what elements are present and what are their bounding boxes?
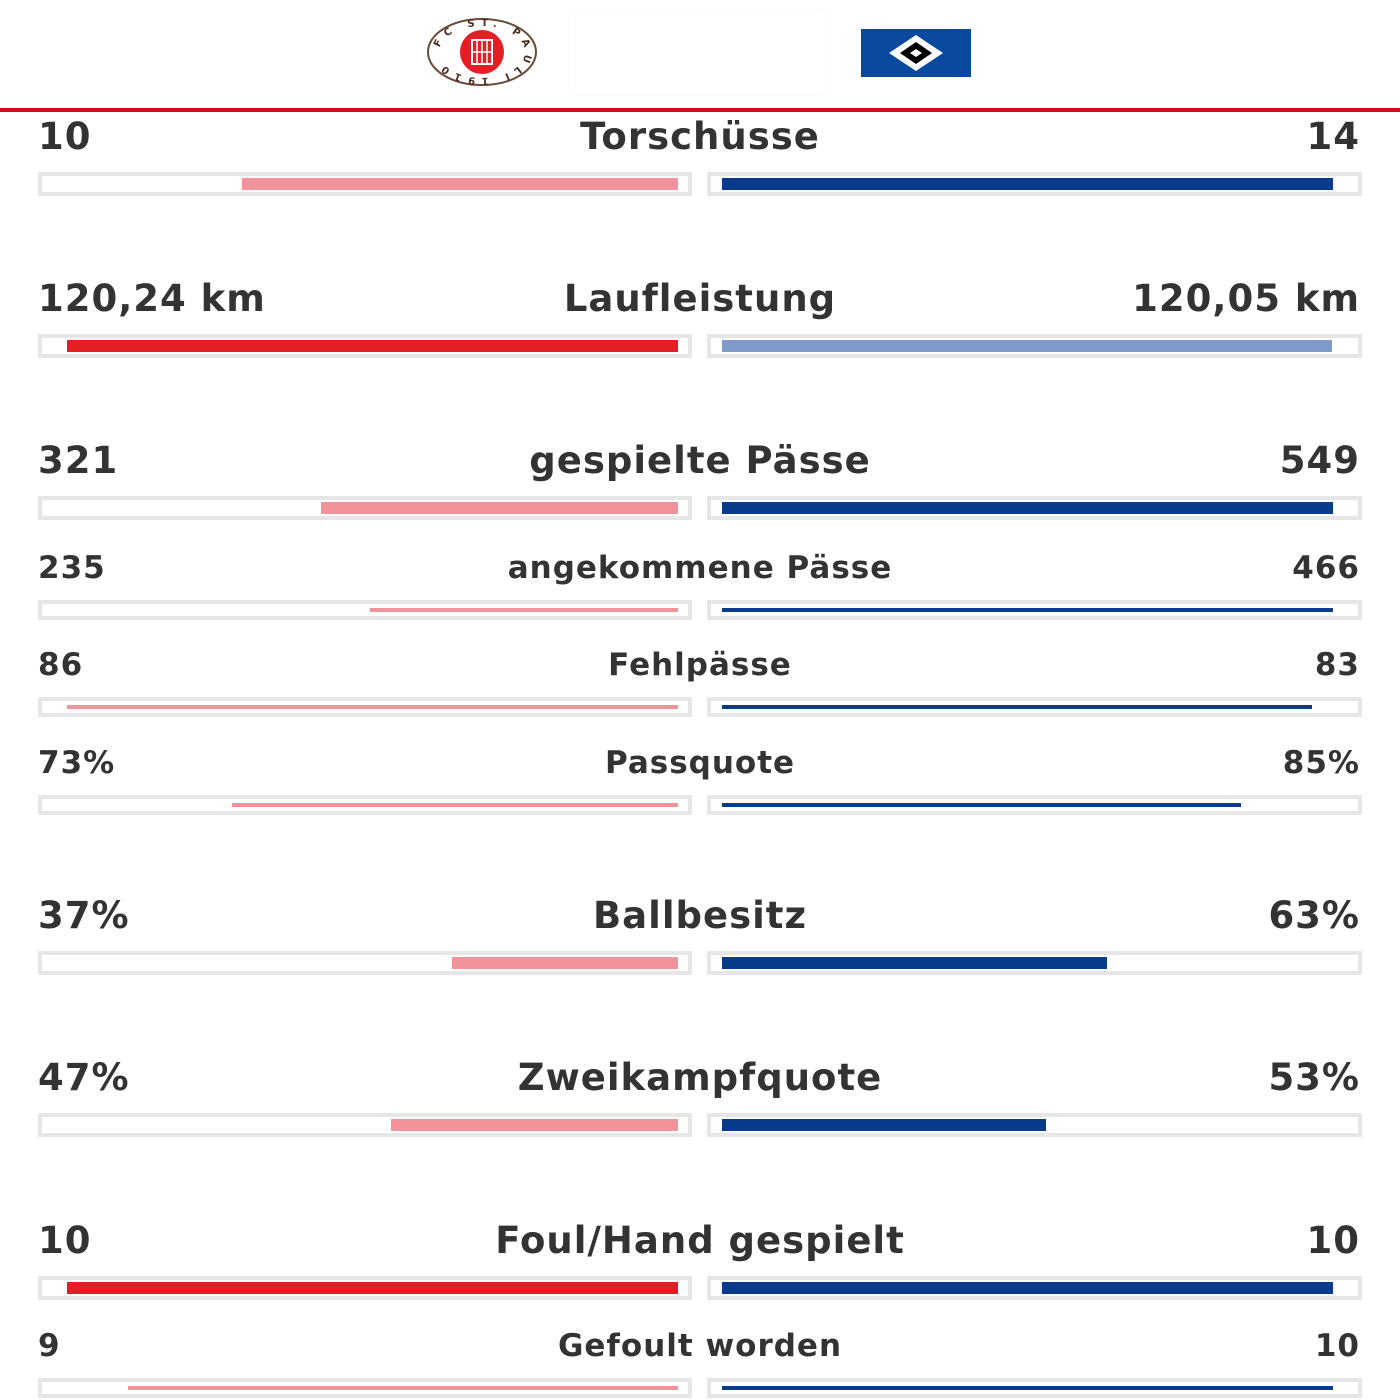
away-bar-fill	[722, 957, 1107, 969]
away-bar-fill	[722, 608, 1333, 612]
away-bar-track	[707, 1276, 1362, 1300]
away-bar-fill	[722, 803, 1242, 807]
home-value: 10	[38, 1219, 92, 1262]
stat-label: Torschüsse	[580, 115, 820, 158]
away-bar-fill	[722, 1119, 1046, 1131]
away-value: 120,05 km	[1132, 277, 1360, 320]
away-bar-track	[707, 172, 1362, 196]
match-header: FC ST. PAULI 1910	[0, 0, 1400, 110]
home-bar-fill	[128, 1386, 678, 1390]
home-value: 9	[38, 1328, 61, 1364]
away-bar-track	[707, 951, 1362, 975]
home-value: 73%	[38, 745, 116, 781]
away-value: 85%	[1282, 745, 1360, 781]
home-bar-fill	[67, 1282, 678, 1294]
home-value: 120,24 km	[38, 277, 266, 320]
home-bar-fill	[390, 1119, 678, 1131]
home-bar-fill	[231, 803, 678, 807]
home-bar-track	[38, 1113, 692, 1137]
home-bar-track	[38, 496, 692, 520]
home-bar-track	[38, 1378, 692, 1398]
home-bar-track	[38, 951, 692, 975]
home-value: 10	[38, 115, 92, 158]
stat-label: Ballbesitz	[592, 894, 808, 937]
away-bar-track	[707, 795, 1362, 815]
away-value: 10	[1314, 1328, 1360, 1364]
away-value: 63%	[1268, 894, 1360, 937]
away-value: 83	[1314, 647, 1360, 683]
stat-label: Passquote	[604, 745, 796, 781]
away-bar-fill	[722, 705, 1312, 709]
away-bar-track	[707, 600, 1362, 620]
stat-label: Gefoult worden	[557, 1328, 843, 1364]
away-value: 53%	[1268, 1056, 1360, 1099]
away-bar-fill	[722, 1282, 1333, 1294]
away-bar-fill	[722, 1386, 1333, 1390]
stat-label: Laufleistung	[563, 277, 837, 320]
stat-label: angekommene Pässe	[507, 550, 893, 586]
away-bar-fill	[722, 340, 1332, 352]
home-value: 86	[38, 647, 84, 683]
home-bar-fill	[451, 957, 678, 969]
away-bar-track	[707, 697, 1362, 717]
stat-label: Zweikampfquote	[517, 1056, 883, 1099]
away-bar-fill	[722, 178, 1333, 190]
home-bar-track	[38, 334, 692, 358]
home-bar-track	[38, 600, 692, 620]
home-bar-fill	[320, 502, 678, 514]
away-bar-track	[707, 334, 1362, 358]
home-bar-track	[38, 697, 692, 717]
home-bar-track	[38, 795, 692, 815]
stat-label: Foul/Hand gespielt	[495, 1219, 905, 1262]
away-bar-fill	[722, 502, 1333, 514]
home-value: 37%	[38, 894, 130, 937]
score-box	[570, 10, 825, 95]
header-divider	[0, 108, 1400, 112]
home-value: 321	[38, 439, 119, 482]
away-bar-track	[707, 1378, 1362, 1398]
away-bar-track	[707, 496, 1362, 520]
away-value: 549	[1279, 439, 1360, 482]
away-value: 14	[1306, 115, 1360, 158]
away-value: 10	[1306, 1219, 1360, 1262]
home-bar-fill	[241, 178, 678, 190]
away-value: 466	[1292, 550, 1360, 586]
stat-label: Fehlpässe	[608, 647, 792, 683]
home-value: 47%	[38, 1056, 130, 1099]
home-bar-track	[38, 172, 692, 196]
away-bar-track	[707, 1113, 1362, 1137]
home-bar-fill	[67, 340, 678, 352]
home-bar-fill	[370, 608, 678, 612]
st-pauli-crest-icon: FC ST. PAULI 1910	[427, 18, 537, 86]
home-bar-track	[38, 1276, 692, 1300]
home-value: 235	[38, 550, 106, 586]
stat-label: gespielte Pässe	[529, 439, 871, 482]
home-bar-fill	[67, 705, 678, 709]
hsv-diamond-flag-icon	[861, 29, 971, 77]
